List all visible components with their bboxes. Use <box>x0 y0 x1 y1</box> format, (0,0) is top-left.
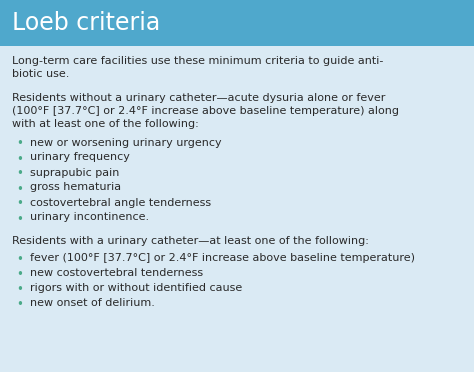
Text: •: • <box>17 183 23 196</box>
Text: Residents with a urinary catheter—at least one of the following:: Residents with a urinary catheter—at lea… <box>12 237 369 247</box>
Text: new costovertebral tenderness: new costovertebral tenderness <box>30 268 203 278</box>
Text: •: • <box>17 198 23 211</box>
Text: gross hematuria: gross hematuria <box>30 183 121 192</box>
Text: •: • <box>17 153 23 166</box>
Text: urinary incontinence.: urinary incontinence. <box>30 212 149 222</box>
Text: •: • <box>17 253 23 266</box>
Text: fever (100°F [37.7°C] or 2.4°F increase above baseline temperature): fever (100°F [37.7°C] or 2.4°F increase … <box>30 253 415 263</box>
Text: •: • <box>17 167 23 180</box>
Text: •: • <box>17 138 23 151</box>
Text: urinary frequency: urinary frequency <box>30 153 130 163</box>
Text: Residents without a urinary catheter—acute dysuria alone or fever
(100°F [37.7°C: Residents without a urinary catheter—acu… <box>12 93 399 129</box>
Text: •: • <box>17 298 23 311</box>
Text: Long-term care facilities use these minimum criteria to guide anti-
biotic use.: Long-term care facilities use these mini… <box>12 56 383 79</box>
Text: Loeb criteria: Loeb criteria <box>12 11 160 35</box>
Text: new or worsening urinary urgency: new or worsening urinary urgency <box>30 138 222 148</box>
Text: •: • <box>17 268 23 281</box>
Text: new onset of delirium.: new onset of delirium. <box>30 298 155 308</box>
Bar <box>0 0 474 46</box>
Text: •: • <box>17 212 23 225</box>
Text: rigors with or without identified cause: rigors with or without identified cause <box>30 283 242 293</box>
Text: costovertebral angle tenderness: costovertebral angle tenderness <box>30 198 211 208</box>
Text: •: • <box>17 283 23 296</box>
Text: suprapubic pain: suprapubic pain <box>30 167 119 177</box>
